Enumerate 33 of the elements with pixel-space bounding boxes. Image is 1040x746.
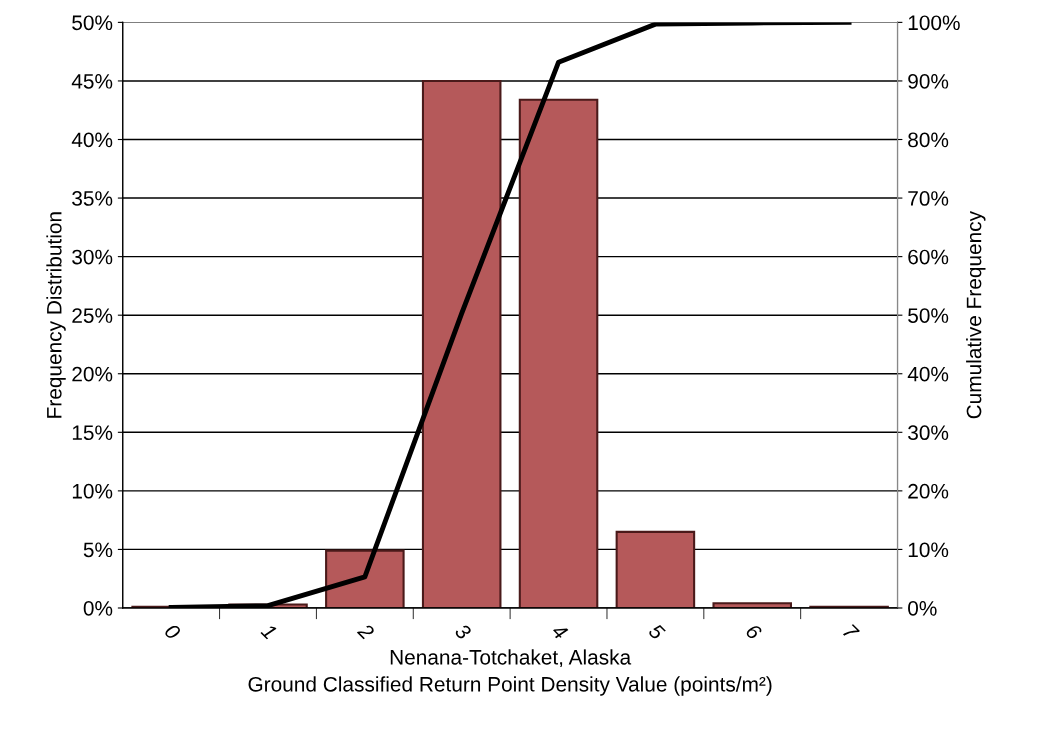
y2-tick-label: 60% <box>908 249 949 265</box>
x-tick-label: 4 <box>550 622 569 641</box>
y2-tick-label: 20% <box>908 483 949 499</box>
y-axis-title: Frequency Distribution <box>46 212 66 418</box>
x-tick-label: 1 <box>260 622 278 640</box>
y-tick-label: 45% <box>71 74 113 89</box>
y2-tick-label: 70% <box>908 191 949 206</box>
y-tick-label: 10% <box>72 483 113 499</box>
y-tick-label: 30% <box>72 249 113 265</box>
y2-tick-label: 100% <box>908 15 960 31</box>
y-tick-label: 20% <box>72 366 113 382</box>
y2-tick-label: 40% <box>907 366 949 382</box>
y-tick-label: 15% <box>72 425 113 441</box>
y2-axis-title: Cumulative Frequency <box>966 211 986 419</box>
x-tick-label: 5 <box>647 622 666 641</box>
x-tick-label: 7 <box>842 623 860 642</box>
x-tick-label: 2 <box>356 622 376 641</box>
x-axis-title: Nenana-Totchaket, Alaska Ground Classified Return Point Density Value (points/m²) <box>248 649 772 696</box>
y-tick-label: 0% <box>83 600 113 616</box>
y-tick-label: 40% <box>71 132 113 148</box>
y2-tick-label: 90% <box>908 73 949 89</box>
y2-tick-label: 80% <box>908 132 949 148</box>
y-tick-label: 50% <box>72 15 113 31</box>
y-tick-label: 35% <box>72 191 113 206</box>
y2-tick-label: 10% <box>908 542 949 558</box>
y2-tick-label: 0% <box>908 600 937 616</box>
y2-tick-label: 30% <box>908 425 949 441</box>
y-tick-label: 5% <box>83 542 113 558</box>
y-tick-label: 25% <box>72 308 113 323</box>
x-tick-label: 0 <box>163 622 182 641</box>
x-tick-label: 3 <box>453 622 473 641</box>
y2-tick-label: 50% <box>908 308 949 323</box>
x-tick-label: 6 <box>745 623 763 641</box>
